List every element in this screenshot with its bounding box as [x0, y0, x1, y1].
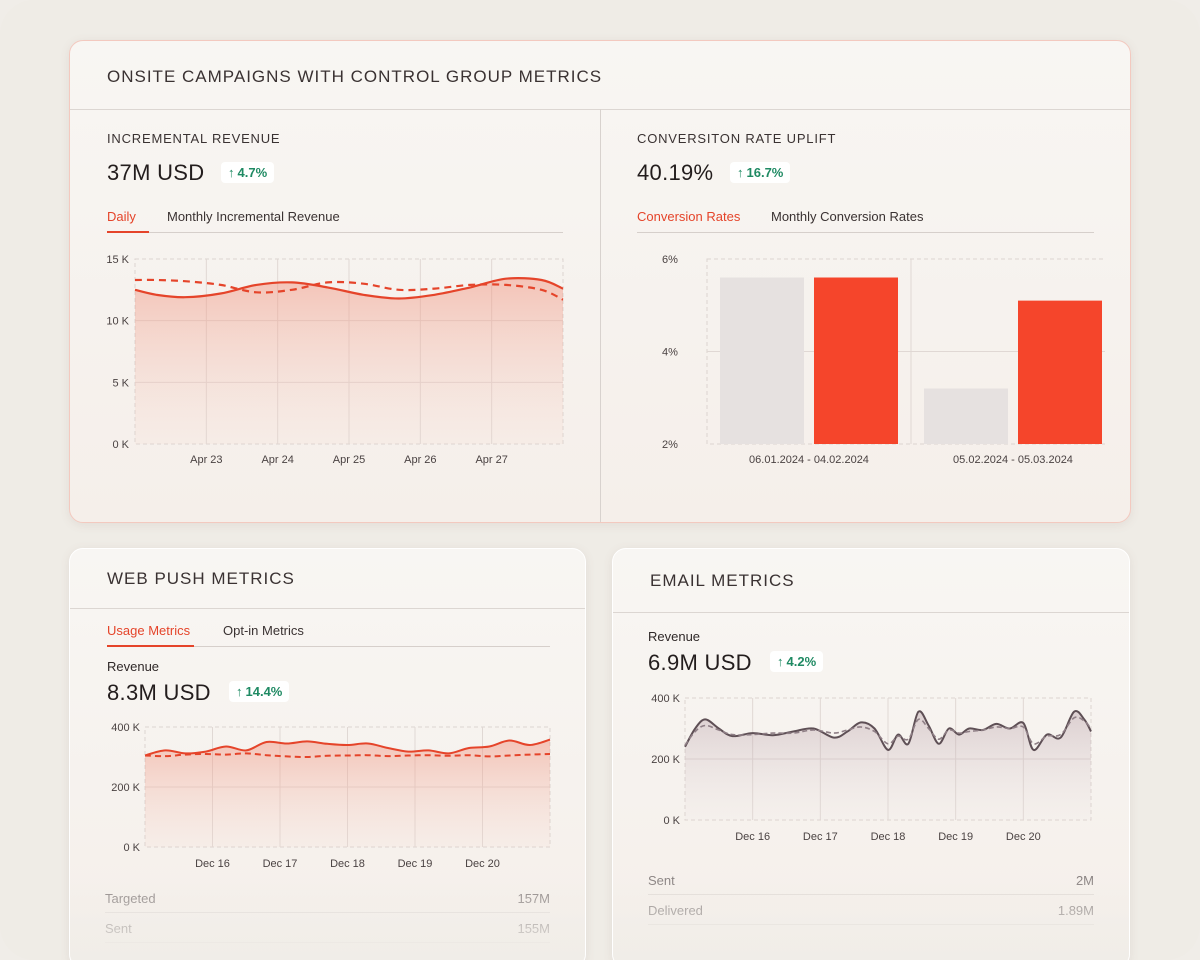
x-tick-label: Dec 18	[871, 831, 906, 843]
stat-value: 157M	[517, 891, 550, 906]
stat-label: Sent	[648, 873, 675, 888]
tab-daily[interactable]: Daily	[107, 209, 136, 224]
y-tick-label: 2%	[662, 439, 678, 451]
revenue-area-fill	[135, 278, 563, 444]
y-tick-label: 10 K	[106, 316, 129, 328]
web-push-stat-row: Targeted 157M	[105, 887, 550, 913]
web-push-revenue-value: 8.3M USD	[107, 680, 211, 705]
x-tick-label: Apr 27	[475, 454, 507, 466]
bar	[720, 277, 804, 444]
x-category-label: 06.01.2024 - 04.02.2024	[749, 454, 869, 466]
bar	[814, 277, 898, 444]
tab-monthly-incremental-revenue[interactable]: Monthly Incremental Revenue	[167, 209, 340, 224]
tab-monthly-conversion-rates[interactable]: Monthly Conversion Rates	[771, 209, 924, 224]
y-tick-label: 200 K	[111, 782, 140, 794]
web-push-area-fill	[145, 739, 550, 847]
web-push-card-divider	[70, 608, 585, 609]
email-change: 4.2%	[786, 654, 817, 669]
revenue-tabs: Daily Monthly Incremental Revenue	[107, 209, 563, 233]
x-tick-label: Dec 16	[195, 858, 230, 870]
x-tick-label: Dec 17	[803, 831, 838, 843]
x-tick-label: Apr 26	[404, 454, 436, 466]
conversion-uplift-label: CONVERSITON RATE UPLIFT	[637, 131, 837, 146]
x-tick-label: Apr 25	[333, 454, 365, 466]
y-tick-label: 200 K	[651, 754, 680, 766]
y-tick-label: 15 K	[106, 254, 129, 266]
email-revenue-label: Revenue	[648, 629, 701, 644]
x-tick-label: Dec 16	[735, 831, 770, 843]
incremental-revenue-label: INCREMENTAL REVENUE	[107, 131, 281, 146]
web-push-tabs: Usage Metrics Opt-in Metrics	[107, 623, 550, 647]
onsite-column-divider	[600, 109, 601, 522]
revenue-line-control	[134, 278, 564, 301]
email-change-badge: ↑ 4.2%	[770, 651, 824, 672]
x-tick-label: Apr 23	[190, 454, 222, 466]
stat-value: 155M	[517, 921, 550, 936]
incremental-revenue-value: 37M USD	[107, 160, 205, 185]
web-push-card: WEB PUSH METRICS Usage Metrics Opt-in Me…	[69, 548, 586, 960]
tab-opt-in-metrics[interactable]: Opt-in Metrics	[223, 623, 304, 638]
tab-usage-metrics[interactable]: Usage Metrics	[107, 623, 191, 638]
email-stat-row: Sent 2M	[648, 869, 1094, 895]
tab-conversion-rates[interactable]: Conversion Rates	[637, 209, 741, 224]
stat-label: Targeted	[105, 891, 156, 906]
email-revenue-value: 6.9M USD	[648, 650, 752, 675]
web-push-change: 14.4%	[245, 684, 283, 699]
onsite-card-title: ONSITE CAMPAIGNS WITH CONTROL GROUP METR…	[107, 67, 603, 86]
arrow-up-icon: ↑	[777, 654, 784, 669]
tab-active-underline	[107, 645, 194, 647]
conversion-uplift-value: 40.19%	[637, 160, 714, 185]
y-tick-label: 5 K	[112, 377, 129, 389]
y-tick-label: 400 K	[111, 722, 140, 734]
web-push-stat-row: Sent 155M	[105, 917, 550, 943]
conversion-tabs: Conversion Rates Monthly Conversion Rate…	[637, 209, 1094, 233]
y-tick-label: 400 K	[651, 693, 680, 705]
email-line-control	[684, 716, 1092, 746]
revenue-line-campaign	[134, 277, 564, 300]
web-push-revenue-chart: 400 K 200 K 0 K Dec 16 Dec 17 Dec 18 Dec 19 De…	[111, 722, 551, 870]
y-tick-label: 4%	[662, 347, 678, 359]
x-tick-label: Dec 20	[465, 858, 500, 870]
stat-label: Sent	[105, 921, 132, 936]
email-card-title: EMAIL METRICS	[650, 571, 795, 590]
x-category-label: 05.02.2024 - 05.03.2024	[953, 454, 1073, 466]
stat-value: 1.89M	[1057, 903, 1094, 918]
tab-active-underline	[107, 231, 149, 233]
bar	[1018, 300, 1102, 444]
conversion-uplift-change-badge: ↑ 16.7%	[730, 162, 791, 183]
conversion-rate-chart: 6% 4% 2% 06.01.2024 - 04.02.2024 05.02.2024…	[662, 254, 1105, 466]
x-tick-label: Dec 19	[398, 858, 433, 870]
email-revenue-chart: 400 K 200 K 0 K Dec 16 Dec 17 Dec 18 Dec 19 De…	[651, 693, 1092, 843]
incremental-revenue-change-badge: ↑ 4.7%	[221, 162, 275, 183]
x-tick-label: Dec 20	[1006, 831, 1041, 843]
arrow-up-icon: ↑	[236, 684, 243, 699]
email-area-fill	[685, 710, 1091, 820]
x-tick-label: Apr 24	[261, 454, 293, 466]
arrow-up-icon: ↑	[228, 165, 235, 180]
web-push-card-title: WEB PUSH METRICS	[107, 569, 295, 588]
conversion-uplift-change: 16.7%	[746, 165, 784, 180]
y-tick-label: 0 K	[112, 439, 129, 451]
arrow-up-icon: ↑	[737, 165, 744, 180]
x-tick-label: Dec 18	[330, 858, 365, 870]
y-tick-label: 0 K	[123, 842, 140, 854]
stat-value: 2M	[1075, 873, 1094, 888]
web-push-line-control	[144, 752, 551, 759]
email-card-divider	[613, 612, 1129, 613]
x-tick-label: Dec 17	[263, 858, 298, 870]
incremental-revenue-change: 4.7%	[237, 165, 268, 180]
x-tick-label: Dec 19	[938, 831, 973, 843]
stat-label: Delivered	[648, 903, 703, 918]
incremental-revenue-chart: 15 K 10 K 5 K 0 K Apr 23 Apr 24 Apr 25 Apr 26 A…	[106, 254, 564, 466]
email-metrics-card: EMAIL METRICS Revenue 6.9M USD ↑ 4.2% 400…	[612, 548, 1130, 960]
y-tick-label: 0 K	[663, 815, 680, 827]
bar	[924, 388, 1008, 444]
web-push-line-campaign	[144, 738, 551, 757]
email-stat-row: Delivered 1.89M	[648, 899, 1094, 925]
onsite-campaigns-card: ONSITE CAMPAIGNS WITH CONTROL GROUP METR…	[69, 40, 1131, 523]
web-push-change-badge: ↑ 14.4%	[229, 681, 290, 702]
y-tick-label: 6%	[662, 254, 678, 266]
web-push-revenue-label: Revenue	[107, 659, 160, 674]
